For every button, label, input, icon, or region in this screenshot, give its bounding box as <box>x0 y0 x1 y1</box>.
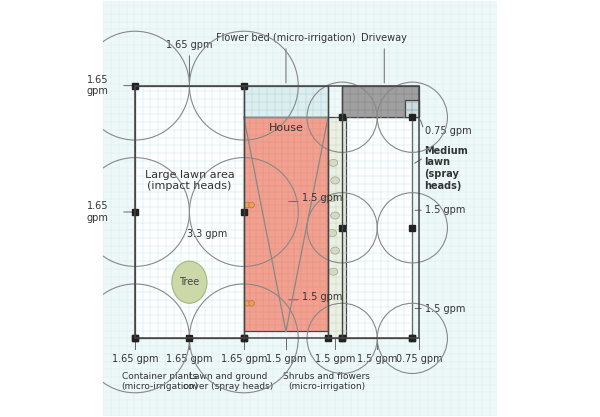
Bar <box>244 117 328 332</box>
Text: 1.65 gpm: 1.65 gpm <box>221 354 267 364</box>
Bar <box>244 85 328 117</box>
Text: Container plants
(micro-irrigation): Container plants (micro-irrigation) <box>121 372 198 391</box>
Circle shape <box>249 202 254 208</box>
Text: 1.5 gpm: 1.5 gpm <box>302 292 342 302</box>
Ellipse shape <box>331 247 340 254</box>
Circle shape <box>245 202 250 208</box>
Circle shape <box>245 301 250 306</box>
Text: 1.5 gpm: 1.5 gpm <box>425 304 465 314</box>
Text: Shrubs and flowers
(micro-irrigation): Shrubs and flowers (micro-irrigation) <box>283 372 370 391</box>
Ellipse shape <box>328 194 337 201</box>
Text: 1.65 gpm: 1.65 gpm <box>166 40 212 83</box>
Text: 1.65 gpm: 1.65 gpm <box>166 354 212 364</box>
Bar <box>342 85 419 117</box>
Ellipse shape <box>331 177 340 184</box>
Ellipse shape <box>172 261 207 303</box>
Text: Large lawn area
(impact heads): Large lawn area (impact heads) <box>145 170 234 191</box>
Text: Driveway: Driveway <box>361 33 407 83</box>
Text: 1.5 gpm: 1.5 gpm <box>425 205 465 215</box>
Ellipse shape <box>328 230 337 236</box>
Text: 0.75 gpm: 0.75 gpm <box>425 126 471 136</box>
Text: 1.65
gpm: 1.65 gpm <box>87 201 109 223</box>
Bar <box>406 100 419 117</box>
Text: House: House <box>269 123 304 133</box>
Text: Tree: Tree <box>179 277 200 287</box>
Text: 1.5 gpm: 1.5 gpm <box>302 193 342 203</box>
Text: 0.75 gpm: 0.75 gpm <box>396 354 443 364</box>
Text: 1.5 gpm: 1.5 gpm <box>357 354 397 364</box>
Text: Medium
lawn
(spray
heads): Medium lawn (spray heads) <box>425 146 469 191</box>
Text: 1.65
gpm: 1.65 gpm <box>87 75 109 96</box>
Text: Lawn and ground
cover (spray heads): Lawn and ground cover (spray heads) <box>183 372 273 391</box>
Text: 3.3 gpm: 3.3 gpm <box>187 229 227 239</box>
Text: Flower bed (micro-irrigation): Flower bed (micro-irrigation) <box>216 33 356 83</box>
Bar <box>342 117 412 338</box>
Text: 1.65 gpm: 1.65 gpm <box>112 354 158 364</box>
Text: 1.5 gpm: 1.5 gpm <box>266 354 306 364</box>
Text: 1.5 gpm: 1.5 gpm <box>315 354 355 364</box>
Ellipse shape <box>329 159 338 166</box>
Ellipse shape <box>329 268 338 275</box>
Bar <box>135 85 419 338</box>
Circle shape <box>249 301 254 306</box>
Ellipse shape <box>331 212 340 219</box>
Bar <box>135 85 244 338</box>
Bar <box>328 117 346 338</box>
